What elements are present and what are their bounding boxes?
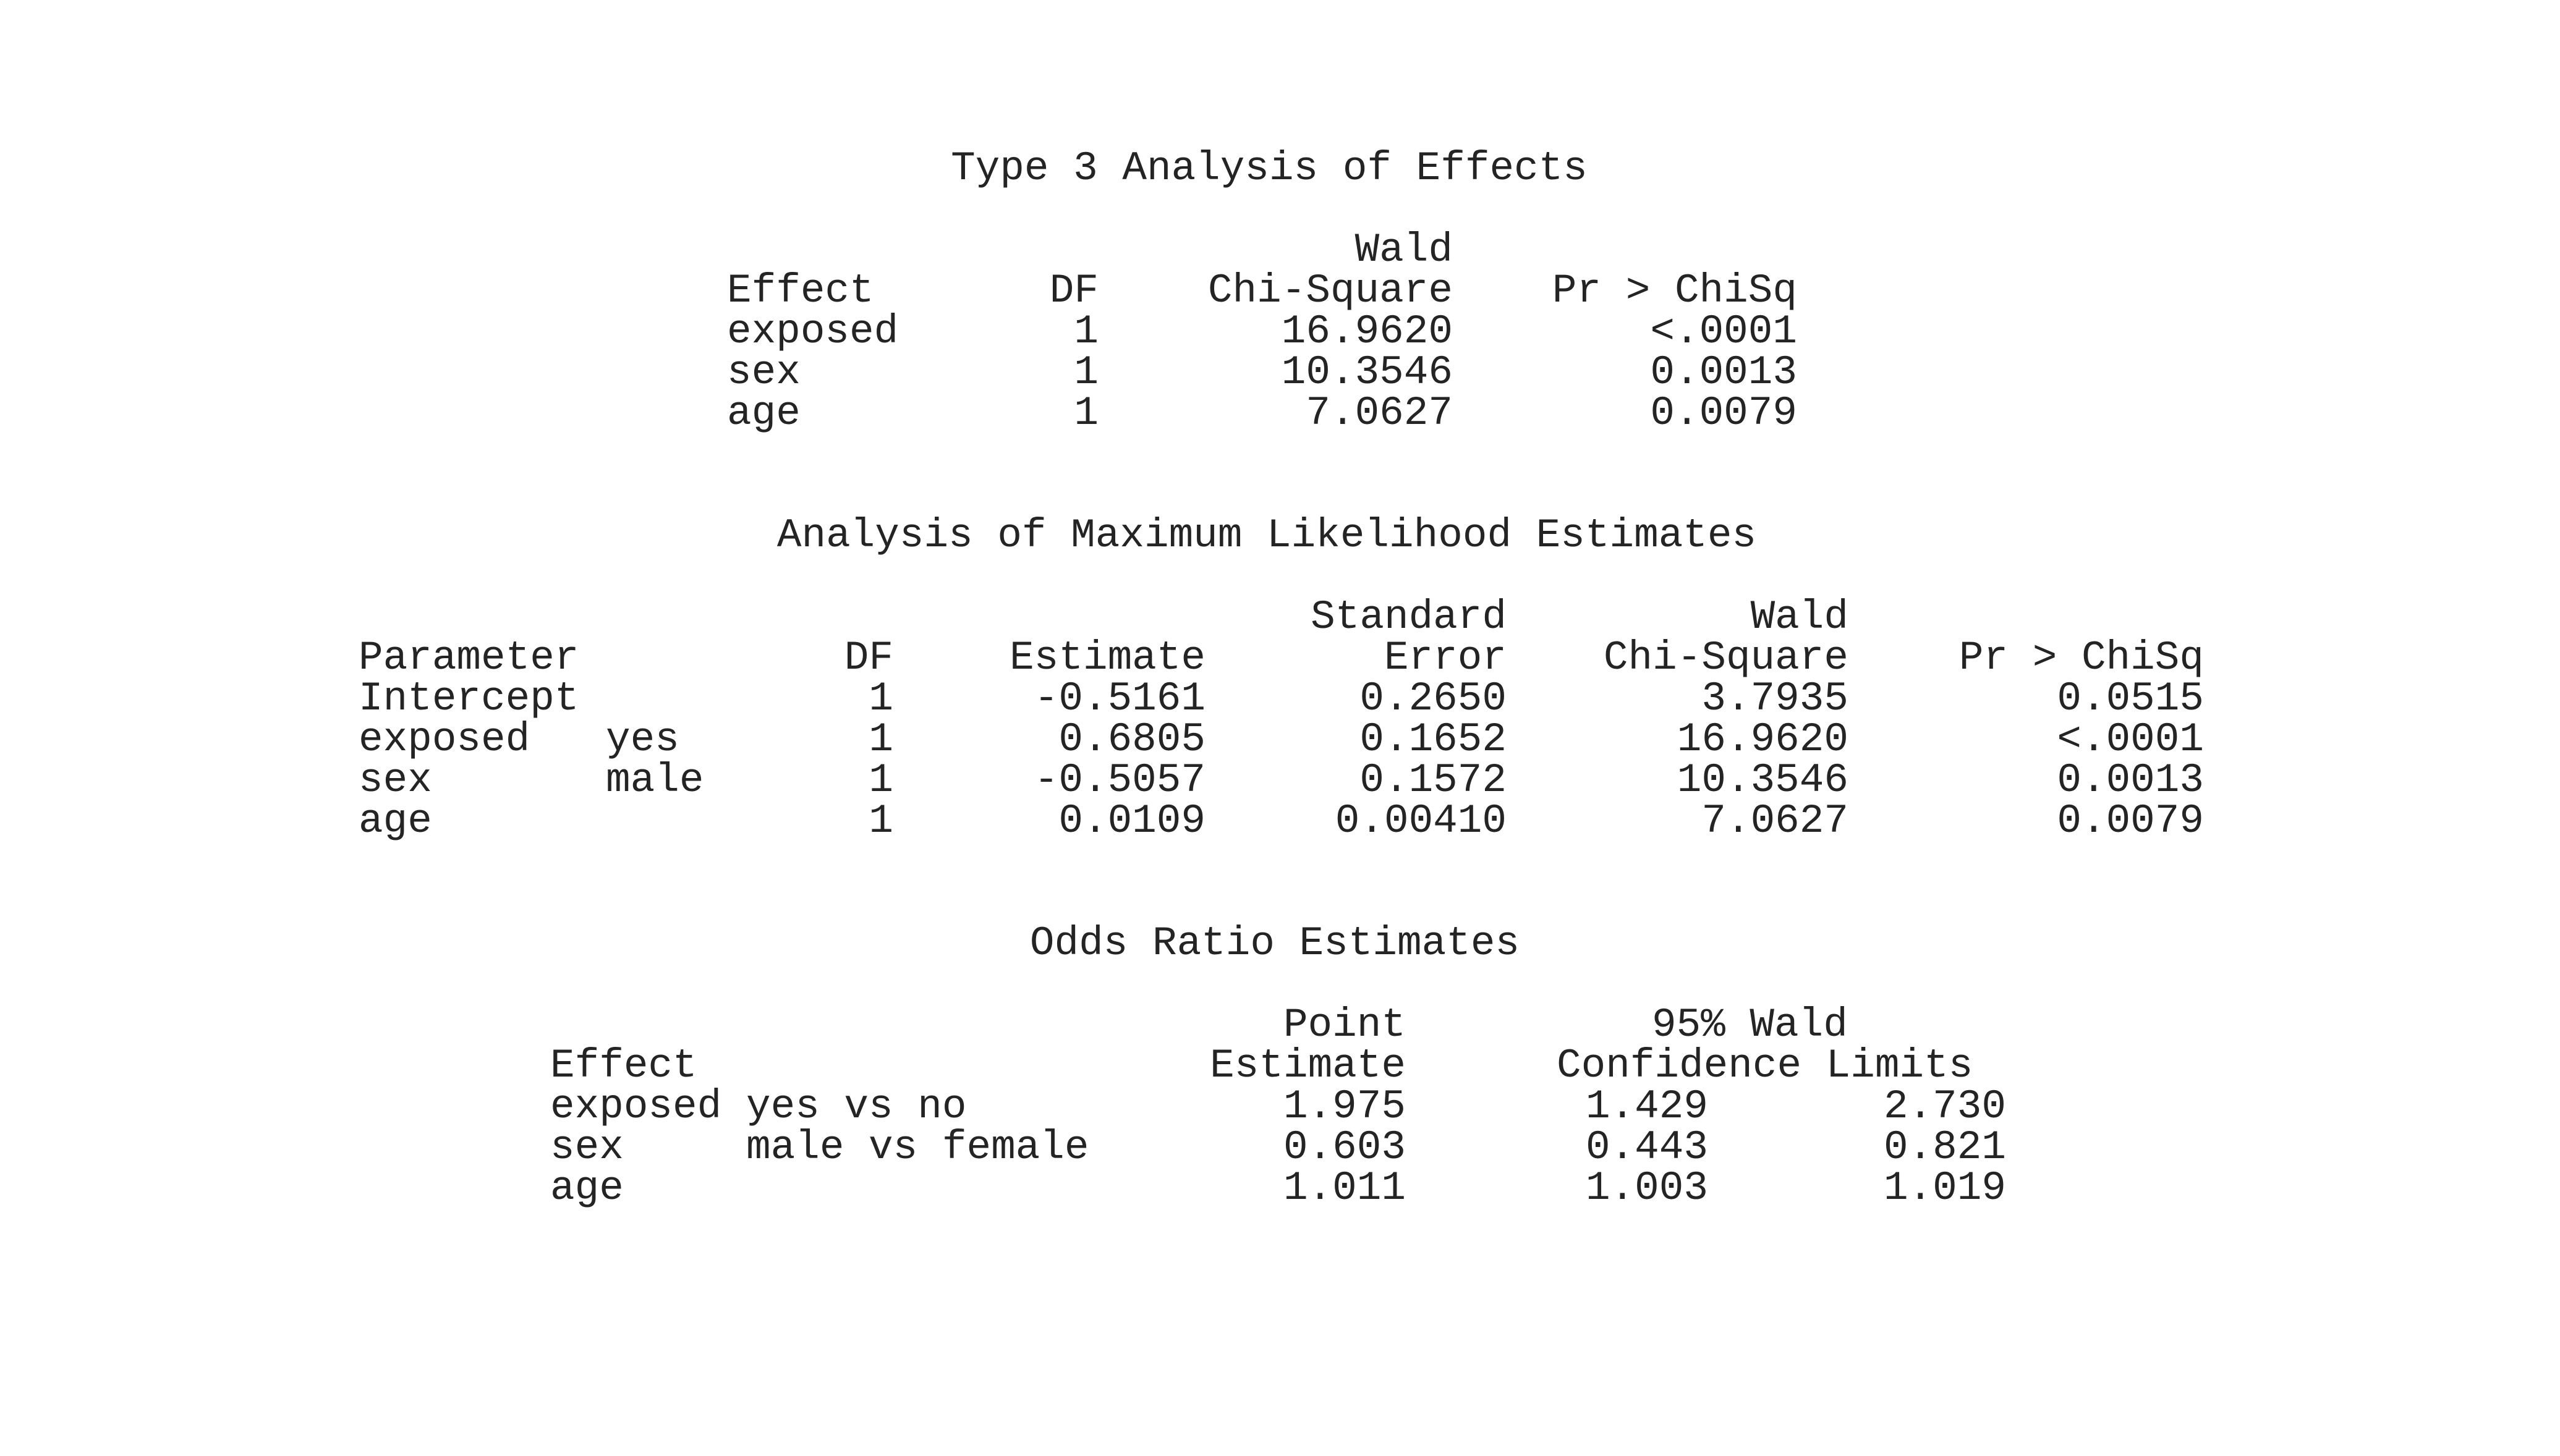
ci-upper-cell: 1.019: [1883, 1165, 2006, 1211]
df-cell: 1: [869, 716, 893, 763]
parameter-cell: Intercept: [359, 675, 579, 722]
pr-chisq-cell: 0.0013: [2057, 757, 2204, 803]
table-row: exposed yes 1 0.6805 0.1652 16.9620 <.00…: [0, 719, 2560, 760]
df-cell: 1: [869, 757, 893, 803]
ci-lower-cell: 0.443: [1585, 1124, 1708, 1170]
pr-chisq-cell: 0.0079: [2057, 798, 2204, 844]
pr-chisq-cell: 0.0079: [1650, 390, 1797, 436]
effect-cell: age: [550, 1165, 624, 1211]
df-cell: 1: [869, 798, 893, 844]
estimate-cell: 0.6805: [1058, 716, 1206, 763]
estimate-cell: -0.5057: [1034, 757, 1206, 803]
effect-cell: age: [727, 390, 801, 436]
table-row: Intercept 1 -0.5161 0.2650 3.7935 0.0515: [0, 679, 2560, 719]
estimate-column-header: Estimate: [1010, 635, 1206, 681]
point-header: Point: [1283, 1002, 1406, 1048]
df-cell: 1: [1074, 390, 1099, 436]
effect-cell: exposed: [727, 308, 899, 355]
chi-square-cell: 10.3546: [1281, 349, 1453, 396]
df-column-header: DF: [1049, 268, 1099, 314]
table-row: exposed yes vs no 1.975 1.429 2.730: [0, 1086, 2560, 1127]
chi-square-column-header: Chi-Square: [1207, 268, 1453, 314]
chi-square-cell: 16.9620: [1281, 308, 1453, 355]
odds-title-row: Odds Ratio Estimates: [0, 923, 2560, 964]
df-cell: 1: [869, 675, 893, 722]
df-cell: 1: [1074, 308, 1099, 355]
chi-square-cell: 10.3546: [1677, 757, 1848, 803]
chi-square-cell: 3.7935: [1701, 675, 1848, 722]
effect-cell: sex: [727, 349, 801, 396]
table-row: sex 1 10.3546 0.0013: [0, 352, 2560, 393]
chi-square-cell: 7.0627: [1701, 798, 1848, 844]
wald-header: Wald: [1354, 227, 1453, 273]
wald-header: Wald: [1750, 594, 1848, 640]
ci-lower-cell: 1.003: [1585, 1165, 1708, 1211]
point-estimate-cell: 1.975: [1283, 1083, 1406, 1130]
type3-column-header-row: Effect DF Chi-Square Pr > ChiSq: [0, 271, 2560, 311]
estimate-column-header: Estimate: [1210, 1043, 1406, 1089]
ci-lower-cell: 1.429: [1585, 1083, 1708, 1130]
contrast-cell: male vs female: [746, 1124, 1089, 1170]
odds-upper-header-row: Point 95% Wald: [0, 1005, 2560, 1046]
contrast-cell: yes vs no: [746, 1083, 967, 1130]
table-row: sex male vs female 0.603 0.443 0.821: [0, 1127, 2560, 1168]
point-estimate-cell: 1.011: [1283, 1165, 1406, 1211]
mle-upper-header-row: Standard Wald: [0, 597, 2560, 638]
chi-square-column-header: Chi-Square: [1603, 635, 1848, 681]
std-error-cell: 0.1652: [1359, 716, 1507, 763]
type3-wald-header-row: Wald: [0, 230, 2560, 271]
estimate-cell: 0.0109: [1058, 798, 1206, 844]
std-error-cell: 0.1572: [1359, 757, 1507, 803]
table-row: sex male 1 -0.5057 0.1572 10.3546 0.0013: [0, 760, 2560, 801]
ci-upper-cell: 0.821: [1883, 1124, 2006, 1170]
table-row: age 1 7.0627 0.0079: [0, 393, 2560, 434]
pr-chisq-cell: 0.0515: [2057, 675, 2204, 722]
pr-chisq-column-header: Pr > ChiSq: [1958, 635, 2204, 681]
confidence-limits-column-header: Confidence Limits: [1557, 1043, 1973, 1089]
odds-column-header-row: Effect Estimate Confidence Limits: [0, 1046, 2560, 1086]
pr-chisq-column-header: Pr > ChiSq: [1552, 268, 1797, 314]
sas-listing-output: { "page": { "background": "#ffffff", "te…: [0, 148, 2560, 1209]
wald-ci-header: 95% Wald: [1652, 1002, 1848, 1048]
parameter-cell: sex: [359, 757, 432, 803]
estimate-cell: -0.5161: [1034, 675, 1206, 722]
standard-header: Standard: [1311, 594, 1507, 640]
df-column-header: DF: [844, 635, 893, 681]
parameter-column-header: Parameter: [359, 635, 579, 681]
pr-chisq-cell: <.0001: [2057, 716, 2204, 763]
odds-title: Odds Ratio Estimates: [1029, 920, 1520, 967]
level-cell: male: [606, 757, 704, 803]
type3-title: Type 3 Analysis of Effects: [951, 145, 1588, 192]
mle-title-row: Analysis of Maximum Likelihood Estimates: [0, 515, 2560, 556]
type3-title-row: Type 3 Analysis of Effects: [0, 148, 2560, 189]
std-error-cell: 0.00410: [1335, 798, 1507, 844]
effect-cell: exposed: [550, 1083, 722, 1130]
table-row: age 1 0.0109 0.00410 7.0627 0.0079: [0, 801, 2560, 842]
mle-title: Analysis of Maximum Likelihood Estimates: [776, 512, 1757, 559]
chi-square-cell: 7.0627: [1306, 390, 1453, 436]
effect-column-header: Effect: [727, 268, 874, 314]
pr-chisq-cell: <.0001: [1650, 308, 1797, 355]
ci-upper-cell: 2.730: [1883, 1083, 2006, 1130]
parameter-cell: age: [359, 798, 432, 844]
level-cell: yes: [606, 716, 679, 763]
pr-chisq-cell: 0.0013: [1650, 349, 1797, 396]
std-error-cell: 0.2650: [1359, 675, 1507, 722]
chi-square-cell: 16.9620: [1677, 716, 1848, 763]
effect-column-header: Effect: [550, 1043, 697, 1089]
parameter-cell: exposed: [359, 716, 530, 763]
table-row: exposed 1 16.9620 <.0001: [0, 311, 2560, 352]
mle-column-header-row: Parameter DF Estimate Error Chi-Square P…: [0, 638, 2560, 679]
error-column-header: Error: [1384, 635, 1507, 681]
df-cell: 1: [1074, 349, 1099, 396]
point-estimate-cell: 0.603: [1283, 1124, 1406, 1170]
effect-cell: sex: [550, 1124, 624, 1170]
table-row: age 1.011 1.003 1.019: [0, 1168, 2560, 1209]
